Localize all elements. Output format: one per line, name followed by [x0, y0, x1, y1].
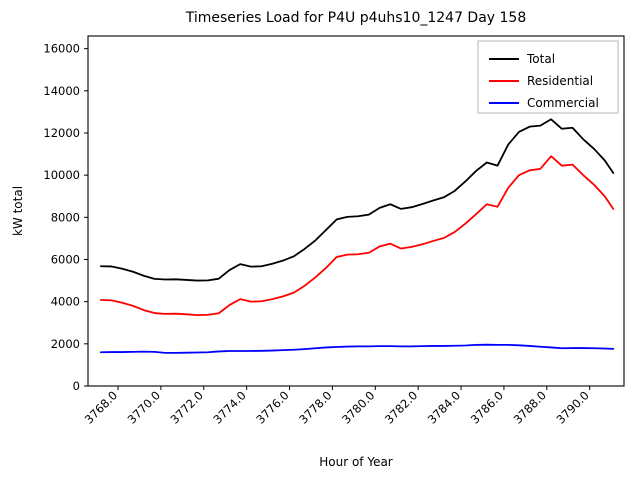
- y-tick-label: 8000: [51, 210, 80, 224]
- x-tick-label: 3770.0: [125, 388, 163, 426]
- y-axis-ticks: 0 2000 4000 6000 8000 10000 12000 14000 16000: [43, 42, 88, 393]
- y-tick-label: 16000: [43, 42, 80, 56]
- y-tick-label: 0: [73, 379, 80, 393]
- legend-label-total[interactable]: Total: [526, 52, 555, 66]
- data-series-group: [99, 118, 615, 354]
- plot-area-frame: [87, 35, 625, 387]
- x-tick-label: 3768.0: [82, 388, 120, 426]
- x-tick-label: 3776.0: [253, 388, 291, 426]
- y-tick-label: 6000: [51, 252, 80, 266]
- y-tick-label: 14000: [43, 84, 80, 98]
- x-tick-label: 3784.0: [425, 388, 463, 426]
- y-tick-label: 10000: [43, 168, 80, 182]
- x-tick-label: 3774.0: [210, 388, 248, 426]
- x-tick-label: 3786.0: [468, 388, 506, 426]
- y-axis-label: kW total: [11, 186, 25, 236]
- x-tick-label: 3780.0: [339, 388, 377, 426]
- series-line-commercial: [99, 343, 615, 354]
- legend-label-commercial[interactable]: Commercial: [527, 96, 599, 110]
- x-tick-label: 3790.0: [553, 388, 591, 426]
- x-tick-label: 3782.0: [382, 388, 420, 426]
- y-tick-label: 2000: [51, 337, 80, 351]
- legend-label-residential[interactable]: Residential: [527, 74, 593, 88]
- y-tick-label: 12000: [43, 126, 80, 140]
- legend-frame: [477, 40, 619, 114]
- x-tick-label: 3778.0: [296, 388, 334, 426]
- series-line-residential: [99, 155, 615, 317]
- x-tick-label: 3772.0: [168, 388, 206, 426]
- y-tick-label: 4000: [51, 295, 80, 309]
- x-axis-ticks: 3768.0 3770.0 3772.0 3774.0 3776.0 3778.0 3780…: [82, 386, 592, 427]
- chart-title: Timeseries Load for P4U p4uhs10_1247 Day…: [185, 10, 527, 26]
- x-tick-label: 3788.0: [511, 388, 549, 426]
- chart-legend[interactable]: Total Residential Commercial: [477, 40, 619, 114]
- series-line-total: [99, 118, 615, 282]
- x-axis-label: Hour of Year: [319, 455, 393, 469]
